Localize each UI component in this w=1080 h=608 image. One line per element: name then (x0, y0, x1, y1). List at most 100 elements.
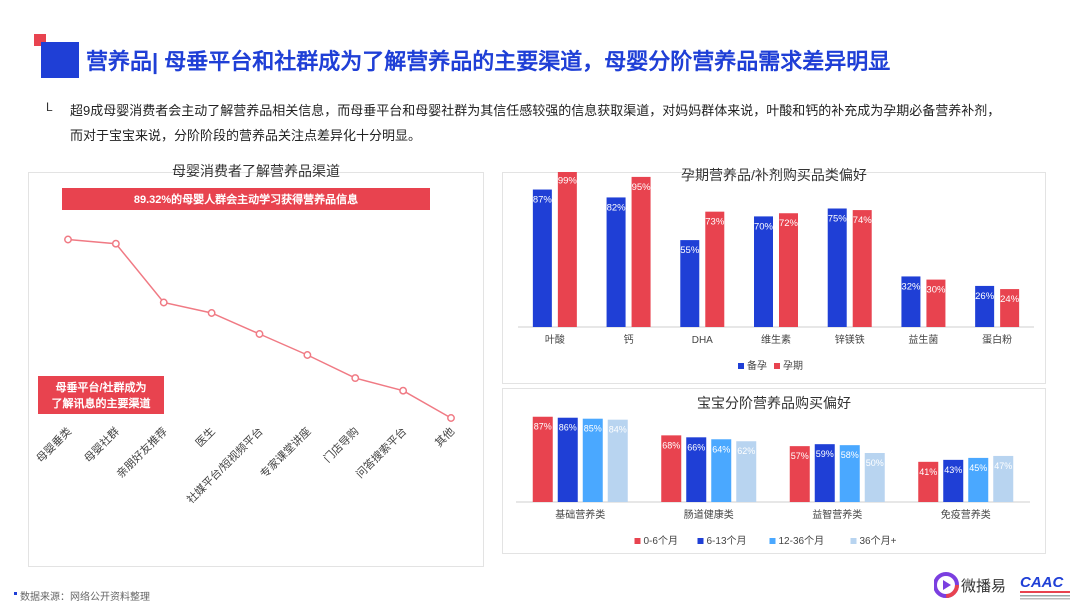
bar-value-label: 68% (662, 440, 680, 450)
caac-logo-text: CAAC (1020, 574, 1064, 591)
pregnancy-bar-chart: 87% 99% 叶酸 82% 95% 钙 55% 73% DHA 70% 72% 维生素 75% 74% 锌… (518, 172, 1034, 372)
highlight-banner-text: 89.32%的母婴人群会主动学习获得营养品信息 (134, 192, 358, 206)
legend-label: 36个月+ (860, 535, 897, 547)
bar (711, 439, 732, 502)
legend-swatch (634, 538, 641, 544)
category-tick-label: 叶酸 (545, 333, 565, 346)
bar-value-label: 70% (754, 221, 774, 232)
brand-logos: 微播易 CAAC (934, 572, 1070, 600)
channel-point (64, 235, 72, 244)
bar (814, 444, 835, 502)
bar-value-label: 86% (559, 423, 577, 433)
highlight-banner (62, 188, 430, 210)
legend-label: 0-6个月 (644, 535, 678, 547)
channel-tick-label: 其他 (432, 425, 457, 450)
bar-value-label: 99% (558, 176, 578, 187)
annotation-box (38, 376, 164, 414)
channel-point (351, 374, 360, 383)
channel-tick-label: 门店导购 (320, 424, 361, 465)
bar (1000, 289, 1020, 327)
channel-tick-label: 母婴社群 (81, 424, 122, 465)
legend-label: 12-36个月 (779, 535, 825, 547)
bar (754, 216, 773, 327)
category-tick-label: 维生素 (761, 333, 791, 346)
legend-swatch (774, 363, 780, 369)
footer-dot (14, 592, 17, 595)
bar (736, 441, 757, 502)
legend-swatch (697, 538, 704, 544)
pregnancy-chart-panel (502, 172, 1046, 384)
title-decoration-blue (41, 42, 79, 78)
bar-value-label: 32% (901, 281, 921, 292)
bar-value-label: 85% (584, 424, 602, 434)
bar (607, 419, 628, 502)
bar (631, 176, 651, 327)
channel-tick-label: 亲朋好友推荐 (113, 424, 170, 481)
channel-tick-label: 母婴垂类 (33, 424, 74, 465)
bar (852, 210, 872, 327)
bar (993, 455, 1014, 502)
bar (557, 417, 578, 502)
bar-value-label: 55% (680, 245, 700, 256)
channel-point (207, 309, 216, 317)
bar-value-label: 87% (533, 195, 553, 206)
bar-value-label: 30% (926, 285, 946, 296)
legend-label: 备孕 (747, 359, 767, 372)
summary-line-1: 超9成母婴消费者会主动了解营养品相关信息，而母垂平台和母婴社群为其信任感较强的信… (70, 103, 1001, 118)
channel-tick-label: 专家课堂讲座 (257, 424, 314, 481)
bar (606, 197, 626, 327)
bar (582, 418, 603, 502)
bar-value-label: 62% (737, 446, 755, 456)
caac-logo-underline (1020, 591, 1070, 593)
channel-point (447, 414, 455, 422)
summary-text: 超9成母婴消费者会主动了解营养品相关信息，而母垂平台和母婴社群为其信任感较强的信… (70, 98, 1060, 148)
legend-swatch (850, 538, 857, 544)
category-tick-label: 蛋白粉 (982, 333, 1012, 346)
category-tick-label: 钙 (624, 333, 634, 346)
bar (779, 213, 798, 327)
bar (864, 453, 885, 502)
summary-bullet-mark: L (46, 100, 53, 114)
channel-point (159, 298, 168, 307)
bar (557, 172, 577, 327)
bar (926, 279, 946, 327)
page-title: 营养品| 母垂平台和社群成为了解营养品的主要渠道，母婴分阶营养品需求差异明显 (86, 49, 891, 74)
legend-label: 孕期 (783, 360, 803, 372)
bar (839, 445, 860, 502)
annotation-text-line-1: 母垂平台/社群成为 (55, 380, 146, 394)
bar-value-label: 64% (712, 444, 730, 454)
bar (827, 208, 847, 327)
bar-value-label: 58% (841, 450, 859, 460)
bar-value-label: 26% (975, 291, 995, 302)
bar-value-label: 66% (687, 442, 705, 452)
bar-value-label: 72% (779, 218, 799, 229)
baby-chart-title: 宝宝分阶营养品购买偏好 (697, 395, 851, 411)
legend-swatch (738, 363, 744, 369)
bar-value-label: 45% (969, 463, 987, 473)
data-source-note: 数据来源：网络公开资料整理 (20, 592, 150, 603)
bar (680, 240, 700, 327)
bar (975, 285, 995, 327)
bar-value-label: 24% (1000, 294, 1020, 305)
legend-swatch (769, 538, 776, 544)
category-tick-label: 锌镁铁 (835, 333, 865, 346)
bar-value-label: 41% (919, 467, 937, 477)
bar (705, 211, 725, 327)
bar-value-label: 82% (607, 202, 627, 213)
bar (789, 446, 810, 502)
bar-value-label: 50% (866, 458, 884, 468)
bar-value-label: 43% (944, 465, 962, 475)
baby-bar-chart: 87% 86% 85% 84% 基础营养类 68% 66% 64% 62% 肠道健康类 57% 59%… (516, 416, 1030, 547)
bar (661, 435, 682, 502)
category-tick-label: 基础营养类 (555, 508, 605, 521)
category-tick-label: 免疫营养类 (941, 508, 991, 521)
bar-value-label: 73% (705, 217, 725, 228)
caac-logo-subtext (1020, 595, 1070, 597)
bar-value-label: 95% (632, 182, 652, 193)
bar (901, 276, 921, 327)
channel-point (255, 330, 264, 338)
channel-tick-label: 医生 (192, 424, 217, 449)
category-tick-label: 肠道健康类 (684, 508, 734, 521)
channel-tick-label: 问答搜索平台 (353, 424, 410, 481)
